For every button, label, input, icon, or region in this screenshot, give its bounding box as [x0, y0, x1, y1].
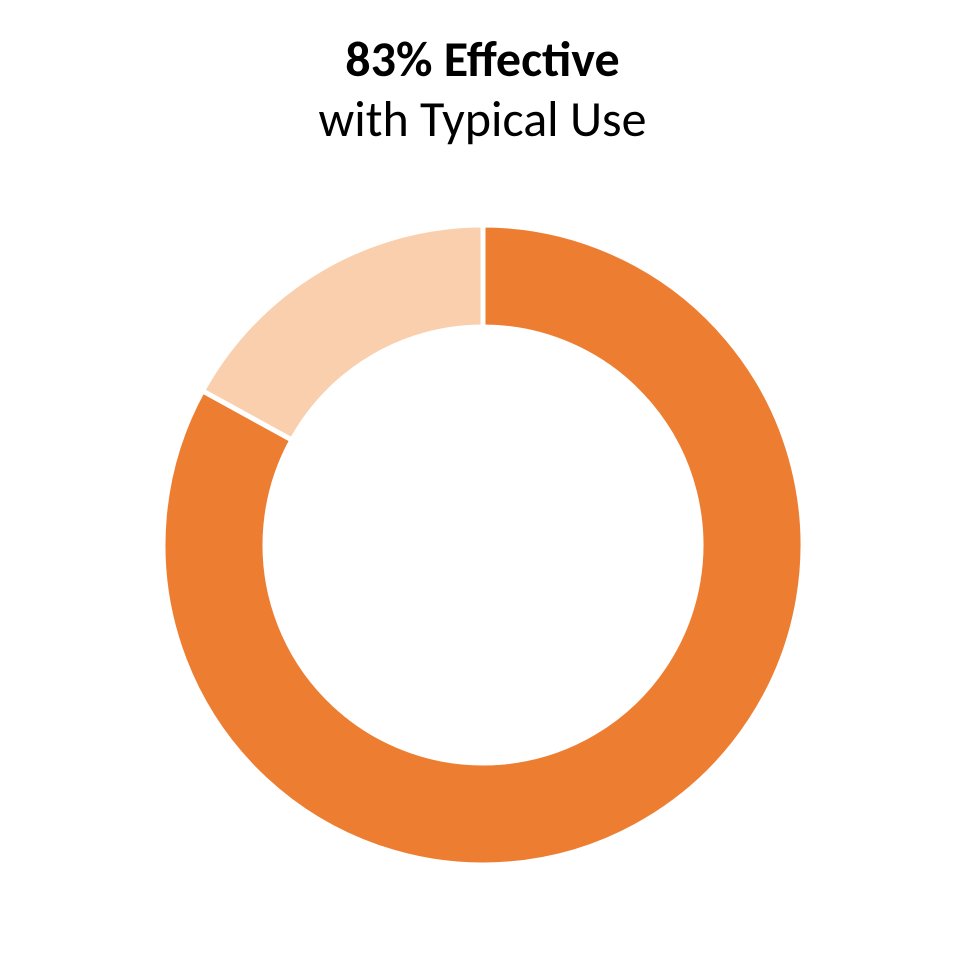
- chart-title-sub: with Typical Use: [319, 90, 647, 150]
- chart-title-block: 83% Effective with Typical Use: [319, 30, 647, 150]
- chart-title-main: 83% Effective: [319, 30, 647, 90]
- donut-svg: [158, 220, 808, 870]
- donut-chart: [158, 220, 808, 870]
- donut-slice-not-effective: [202, 225, 482, 440]
